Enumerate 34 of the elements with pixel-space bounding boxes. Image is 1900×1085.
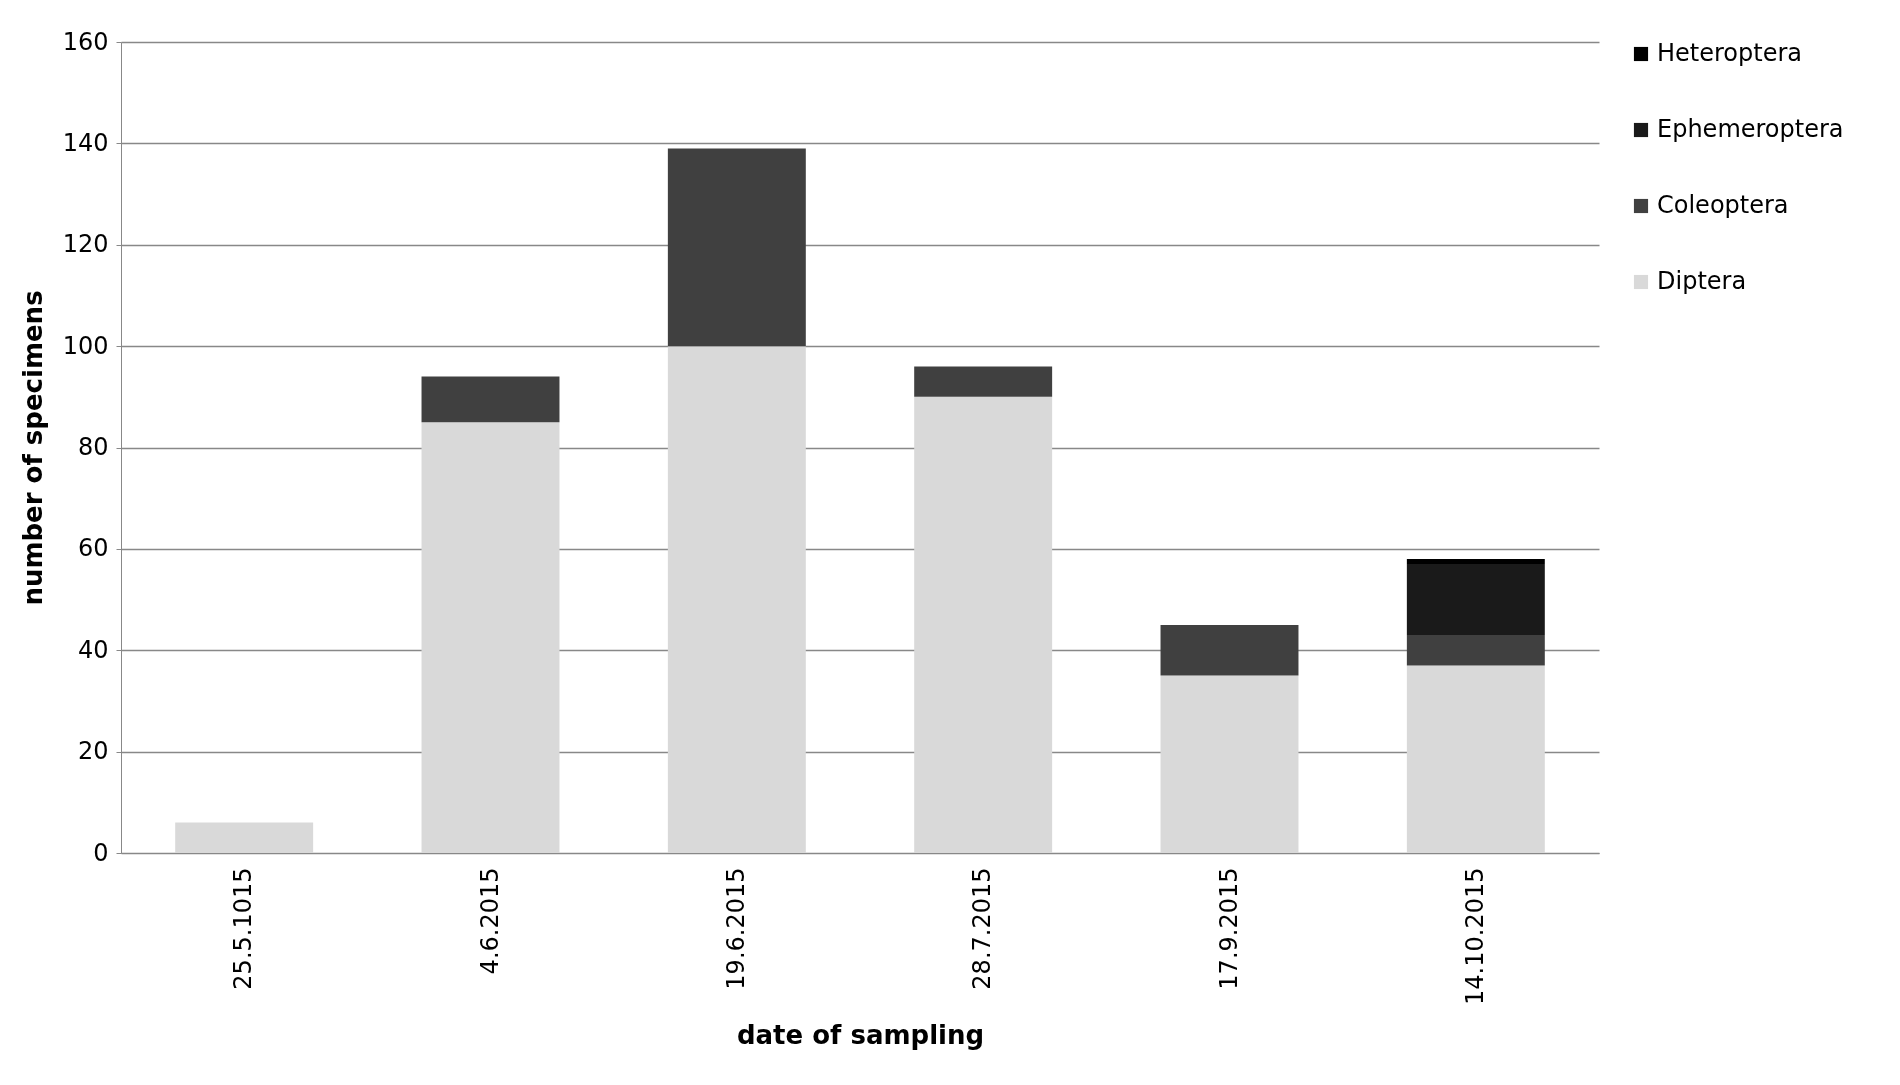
x-tick-label: 4.6.2015 — [475, 867, 504, 975]
x-axis-title: date of sampling — [736, 1019, 985, 1050]
bar — [1406, 564, 1545, 636]
bar — [1406, 665, 1545, 853]
x-tick-label: 14.10.2015 — [1460, 867, 1489, 1005]
bar — [667, 346, 806, 853]
x-tick-label: 19.6.2015 — [721, 867, 750, 990]
bar — [175, 822, 314, 853]
bar — [421, 422, 560, 853]
y-tick-label: 120 — [62, 230, 109, 259]
legend-label: Ephemeroptera — [1657, 115, 1844, 143]
y-tick-label: 40 — [77, 635, 109, 664]
y-axis-title: number of specimens — [17, 290, 48, 606]
legend-label: Coleoptera — [1657, 191, 1789, 219]
x-tick-label: 25.5.1015 — [229, 867, 258, 990]
x-tick-label: 17.9.2015 — [1214, 867, 1243, 990]
y-tick-label: 100 — [62, 331, 109, 360]
y-tick-label: 160 — [62, 27, 109, 56]
legend-label: Heteroptera — [1657, 39, 1802, 67]
y-tick-label: 0 — [93, 838, 109, 867]
bar — [1160, 624, 1299, 676]
y-tick-label: 20 — [77, 737, 109, 766]
bar — [914, 366, 1053, 397]
bar — [1406, 635, 1545, 666]
y-tick-label: 80 — [77, 433, 109, 461]
y-tick-label: 60 — [77, 534, 109, 563]
x-tick-label: 28.7.2015 — [968, 867, 997, 990]
y-tick-label: 140 — [62, 128, 109, 157]
bar — [914, 396, 1053, 853]
bar — [421, 376, 560, 423]
bar — [1406, 559, 1545, 565]
legend-label: Diptera — [1657, 267, 1747, 295]
bar — [667, 148, 806, 347]
bar — [1160, 675, 1299, 853]
